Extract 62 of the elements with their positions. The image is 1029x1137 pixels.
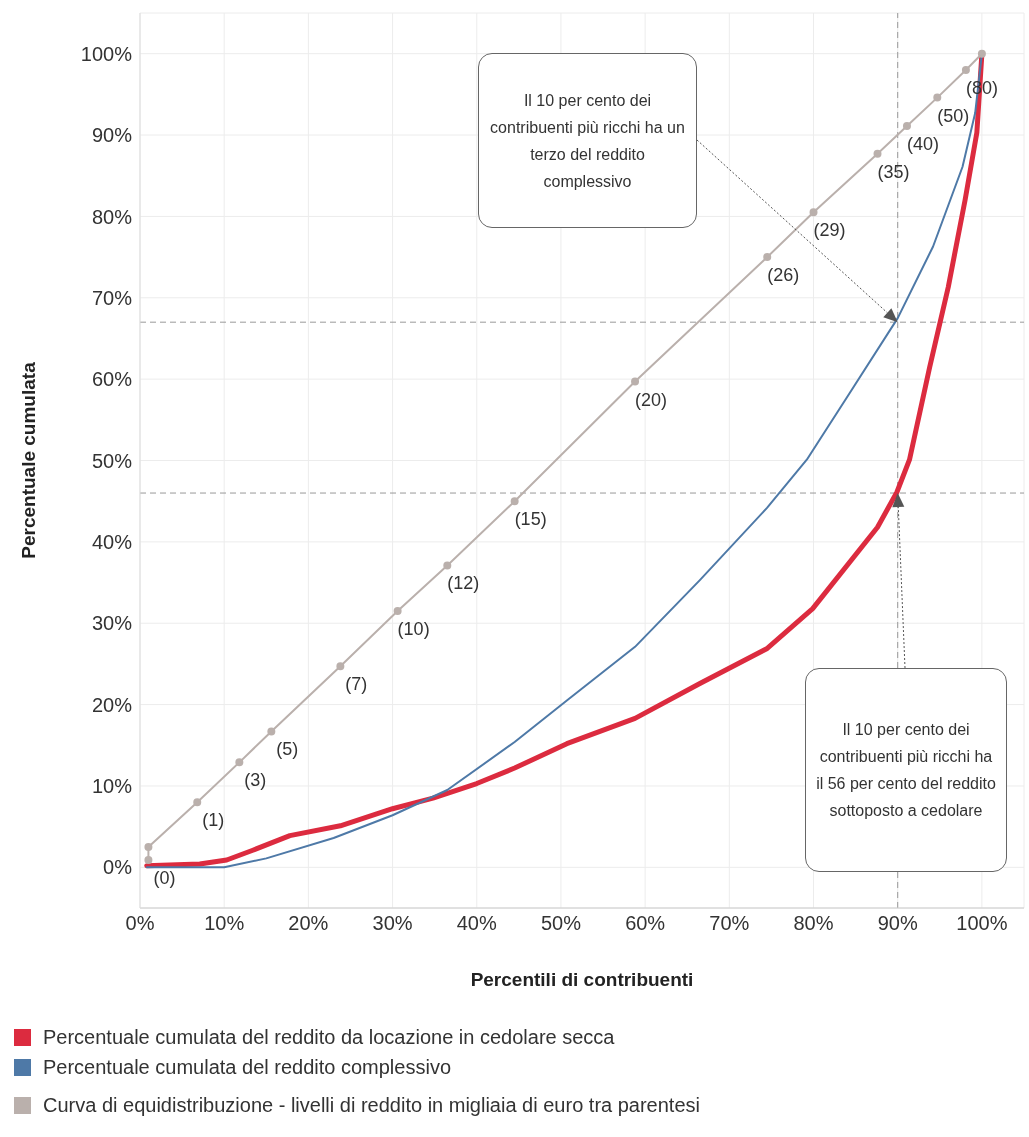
x-tick-label: 70% bbox=[709, 912, 750, 935]
annotation: (1) bbox=[202, 810, 225, 831]
annotation: Il 10 per cento dei contribuenti più ricchi ha il 56 per cento del reddito sottoposto a cedolare bbox=[815, 720, 997, 821]
point bbox=[809, 208, 818, 217]
annotation: (50) bbox=[937, 105, 970, 126]
x-tick-label: 90% bbox=[877, 912, 918, 935]
annotation: (0) bbox=[153, 868, 176, 888]
x-tick-label: 40% bbox=[456, 912, 497, 935]
y-tick-label: 80% bbox=[91, 205, 133, 228]
x-tick-label: 80% bbox=[793, 912, 834, 935]
x-tick-label: 10% bbox=[204, 912, 245, 935]
point bbox=[336, 662, 345, 671]
x-axis-title: Percentili di contribuenti bbox=[470, 969, 694, 990]
annotation: (40) bbox=[906, 134, 939, 155]
y-axis-title: Percentuale cumulata bbox=[17, 361, 39, 559]
x-tick-label: 100% bbox=[956, 912, 1008, 935]
note-box: Il 10 per cento dei contribuenti più ricchi ha il 56 per cento del reddito sottoposto a cedolare bbox=[805, 668, 1007, 872]
x-tick-label: 0% bbox=[125, 912, 155, 935]
y-tick-label: 90% bbox=[91, 124, 133, 147]
legend-label: Curva di equidistribuzione - livelli di reddito in migliaia di euro tra parentesi bbox=[43, 1093, 700, 1117]
legend-label: Percentuale cumulata del reddito da locazione in cedolare secca bbox=[43, 1025, 615, 1049]
point bbox=[393, 607, 402, 616]
point bbox=[510, 497, 519, 506]
y-tick-label: 40% bbox=[91, 530, 133, 553]
annotation: (20) bbox=[635, 389, 668, 410]
point bbox=[977, 49, 986, 58]
y-tick-label: 30% bbox=[91, 612, 133, 635]
y-tick-label: 100% bbox=[80, 42, 133, 65]
y-tick-label: 70% bbox=[91, 286, 133, 309]
annotation: (15) bbox=[514, 509, 547, 530]
point bbox=[144, 856, 153, 864]
x-tick-label: 30% bbox=[372, 912, 413, 935]
annotation: (5) bbox=[276, 739, 299, 760]
y-tick-label: 20% bbox=[91, 693, 133, 716]
annotation: (7) bbox=[345, 674, 368, 695]
point bbox=[443, 561, 452, 570]
point bbox=[144, 842, 153, 851]
legend-label: Percentuale cumulata del reddito complessivo bbox=[43, 1055, 451, 1079]
annotation: (3) bbox=[244, 770, 267, 791]
point bbox=[193, 798, 202, 807]
point bbox=[873, 149, 882, 158]
annotation: (26) bbox=[767, 265, 800, 286]
point bbox=[961, 65, 970, 74]
point bbox=[902, 122, 911, 131]
point bbox=[631, 377, 640, 386]
y-tick-label: 50% bbox=[91, 449, 133, 472]
point bbox=[933, 93, 942, 102]
x-tick-label: 20% bbox=[288, 912, 329, 935]
y-tick-label: 10% bbox=[91, 775, 133, 798]
point bbox=[267, 727, 276, 736]
annotation: (35) bbox=[877, 161, 910, 182]
annotation: (29) bbox=[813, 220, 846, 241]
point bbox=[235, 758, 244, 767]
point bbox=[763, 253, 772, 262]
x-tick-label: 50% bbox=[540, 912, 582, 935]
annotation: (12) bbox=[447, 573, 480, 594]
y-tick-label: 0% bbox=[103, 856, 133, 879]
annotation: Il 10 per cento dei contribuenti più ricchi ha un terzo del reddito complessivo bbox=[489, 90, 686, 192]
y-tick-label: 60% bbox=[91, 368, 133, 391]
note-box: Il 10 per cento dei contribuenti più ricchi ha un terzo del reddito complessivo bbox=[478, 53, 697, 228]
annotation: (10) bbox=[397, 619, 430, 640]
x-tick-label: 60% bbox=[625, 912, 666, 935]
